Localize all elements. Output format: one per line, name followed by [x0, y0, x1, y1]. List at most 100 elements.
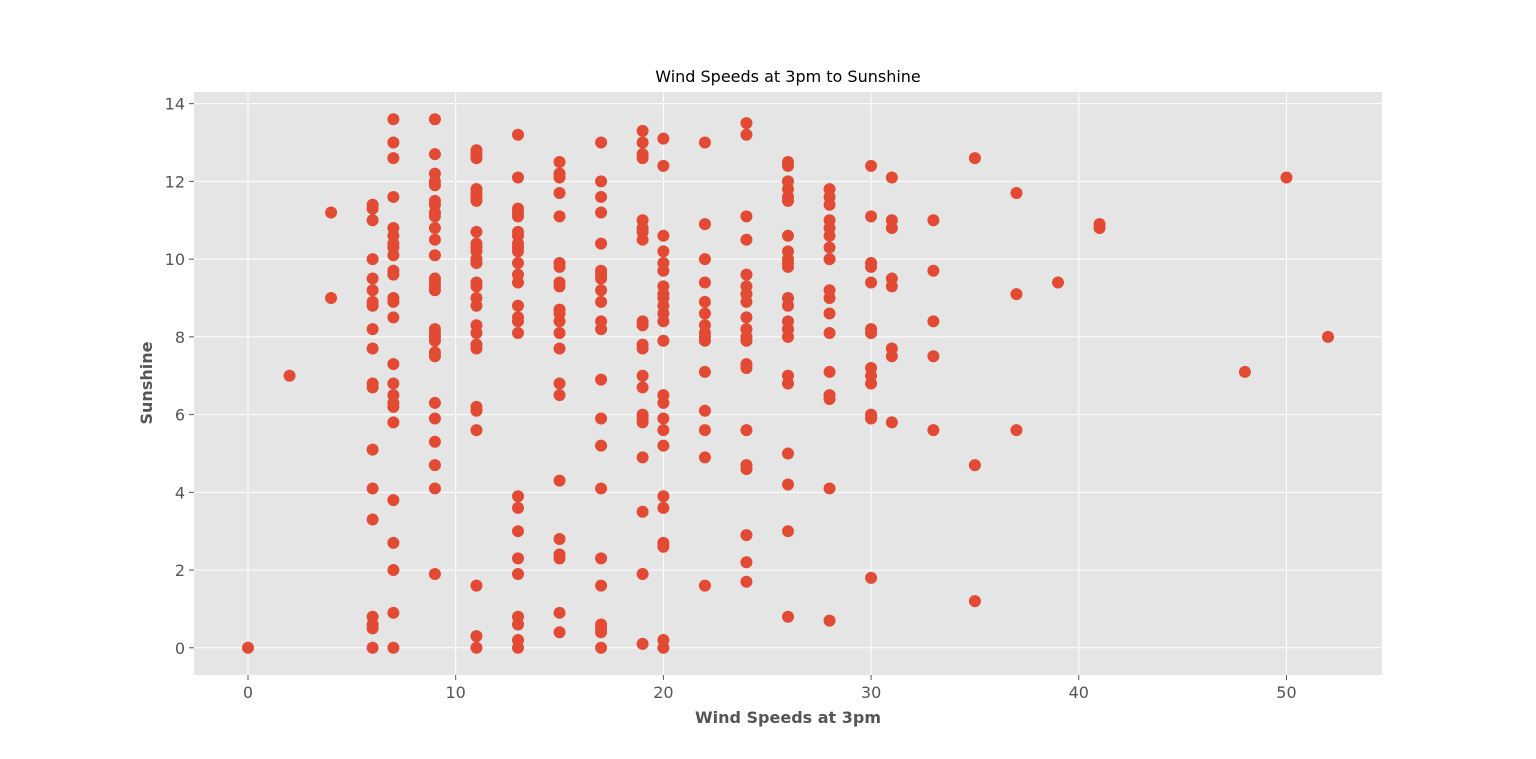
data-point — [636, 416, 649, 429]
data-point — [470, 342, 483, 355]
data-point — [885, 416, 898, 429]
data-point — [387, 268, 400, 281]
data-point — [428, 396, 441, 409]
data-point — [823, 393, 836, 406]
data-point — [782, 159, 794, 172]
data-point — [470, 257, 483, 270]
data-point — [242, 641, 254, 654]
data-point — [512, 525, 524, 538]
data-point — [428, 249, 441, 262]
data-point — [595, 295, 608, 308]
data-point — [740, 529, 753, 542]
data-point — [387, 113, 400, 126]
data-point — [657, 264, 670, 277]
data-point — [927, 424, 940, 437]
data-point — [740, 361, 753, 374]
data-point — [865, 326, 878, 339]
data-point — [325, 291, 338, 304]
data-point — [512, 245, 524, 258]
data-point — [595, 579, 608, 592]
data-point — [512, 618, 524, 631]
data-point — [782, 377, 794, 390]
data-point — [865, 412, 878, 425]
data-point — [512, 490, 524, 503]
data-point — [636, 136, 649, 149]
data-point — [428, 482, 441, 495]
data-point — [782, 447, 794, 460]
data-point — [512, 326, 524, 339]
data-point — [740, 556, 753, 569]
data-point — [512, 128, 524, 141]
data-point — [823, 198, 836, 211]
data-point — [927, 350, 940, 363]
data-point — [366, 641, 379, 654]
data-point — [595, 237, 608, 250]
data-point — [782, 525, 794, 538]
data-point — [470, 424, 483, 437]
data-point — [470, 630, 483, 643]
data-point — [595, 272, 608, 285]
data-point — [595, 136, 608, 149]
data-point — [387, 564, 400, 577]
data-point — [698, 295, 711, 308]
data-point — [595, 626, 608, 639]
data-point — [1322, 330, 1334, 343]
data-point — [657, 245, 670, 258]
data-point — [657, 159, 670, 172]
data-point — [927, 315, 940, 328]
data-point — [823, 253, 836, 266]
data-point — [740, 424, 753, 437]
data-point — [968, 459, 981, 472]
data-point — [387, 377, 400, 390]
data-point — [1010, 288, 1023, 301]
data-point — [553, 155, 566, 168]
y-tick-label: 10 — [165, 250, 185, 269]
data-point — [428, 567, 441, 580]
data-point — [512, 210, 524, 223]
data-point — [782, 299, 794, 312]
data-point — [387, 295, 400, 308]
data-point — [927, 214, 940, 227]
data-point — [740, 463, 753, 476]
data-point — [428, 350, 441, 363]
y-tick-label: 6 — [175, 406, 185, 425]
data-point — [636, 369, 649, 382]
data-point — [657, 540, 670, 553]
data-point — [657, 439, 670, 452]
data-point — [657, 229, 670, 242]
data-point — [823, 229, 836, 242]
data-point — [636, 381, 649, 394]
data-point — [782, 260, 794, 273]
data-point — [636, 342, 649, 355]
y-tick-label: 8 — [175, 328, 185, 347]
data-point — [387, 311, 400, 324]
data-point — [428, 113, 441, 126]
data-point — [636, 233, 649, 246]
data-point — [553, 626, 566, 639]
data-point — [470, 152, 483, 165]
data-point — [698, 579, 711, 592]
y-tick-label: 12 — [165, 172, 185, 191]
data-point — [512, 501, 524, 514]
data-point — [595, 552, 608, 565]
data-point — [470, 225, 483, 238]
data-point — [657, 315, 670, 328]
data-point — [740, 575, 753, 588]
data-point — [657, 641, 670, 654]
data-point — [512, 257, 524, 270]
data-point — [782, 330, 794, 343]
data-point — [698, 218, 711, 231]
data-point — [428, 222, 441, 235]
data-point — [865, 260, 878, 273]
data-point — [927, 264, 940, 277]
data-point — [512, 552, 524, 565]
data-point — [470, 404, 483, 417]
data-point — [595, 412, 608, 425]
data-point — [657, 132, 670, 145]
data-point — [865, 210, 878, 223]
data-points — [242, 113, 1334, 654]
data-point — [823, 291, 836, 304]
data-point — [366, 482, 379, 495]
data-point — [636, 567, 649, 580]
data-point — [283, 369, 296, 382]
